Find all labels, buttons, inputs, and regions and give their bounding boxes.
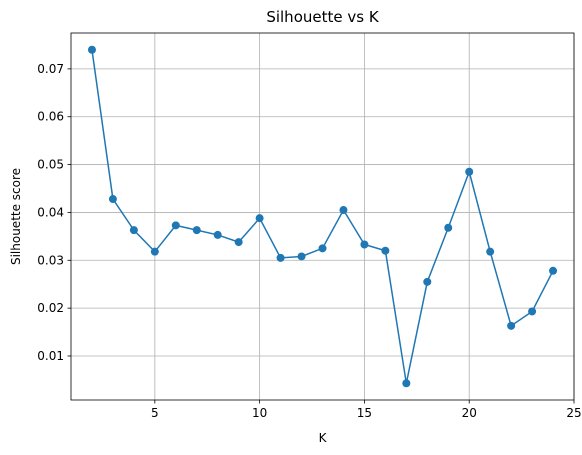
x-axis-label: K — [319, 431, 328, 445]
data-point — [213, 230, 222, 239]
data-point — [108, 195, 117, 204]
x-tick-label: 15 — [357, 406, 372, 420]
data-point — [234, 238, 243, 247]
series — [87, 45, 558, 388]
y-tick-label: 0.01 — [37, 349, 64, 363]
data-point — [276, 253, 285, 262]
data-point — [549, 266, 558, 275]
data-point — [192, 226, 201, 235]
y-tick-label: 0.02 — [37, 301, 64, 315]
y-tick-label: 0.07 — [37, 62, 64, 76]
data-point — [465, 167, 474, 176]
data-point — [255, 214, 264, 223]
x-tick-label: 10 — [252, 406, 267, 420]
data-point — [360, 240, 369, 249]
plot-frame — [70, 32, 575, 401]
data-point — [87, 45, 96, 54]
y-tick-label: 0.04 — [37, 205, 64, 219]
data-point — [486, 247, 495, 256]
data-point — [339, 206, 348, 215]
y-tick-label: 0.03 — [37, 253, 64, 267]
data-point — [528, 307, 537, 316]
chart-title: Silhouette vs K — [266, 8, 379, 26]
data-point — [444, 223, 453, 232]
x-tick-label: 5 — [151, 406, 159, 420]
data-point — [423, 277, 432, 286]
data-point — [297, 252, 306, 261]
data-point — [402, 379, 411, 388]
data-point — [381, 246, 390, 255]
data-point — [318, 244, 327, 253]
data-point — [129, 226, 138, 235]
data-point — [507, 321, 516, 330]
grid — [71, 33, 575, 400]
y-tick-label: 0.06 — [37, 110, 64, 124]
y-tick-label: 0.05 — [37, 158, 64, 172]
series-line — [91, 49, 554, 384]
x-tick-label: 20 — [462, 406, 477, 420]
axis-ticks: 5 10 15 20 25 0.01 0.02 0.03 0.04 0.05 0.06 0.07 — [37, 62, 581, 420]
data-point — [150, 247, 159, 256]
y-axis-label: Silhouette score — [9, 168, 23, 265]
x-tick-label: 25 — [566, 406, 581, 420]
data-point — [171, 221, 180, 230]
